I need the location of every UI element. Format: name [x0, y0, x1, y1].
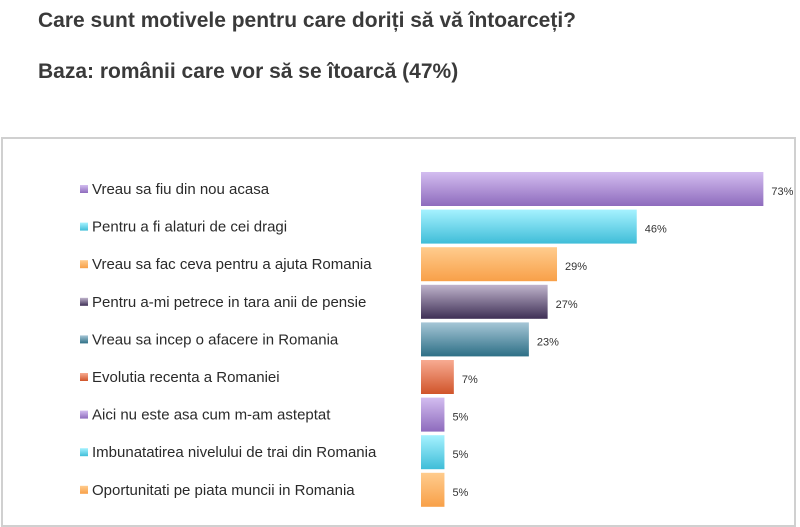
category-label: Pentru a fi alaturi de cei dragi: [92, 219, 287, 236]
category-label: Imbunatatirea nivelului de trai din Roma…: [92, 444, 377, 461]
chart-title: Care sunt motivele pentru care doriți să…: [38, 9, 576, 32]
legend-swatch: [80, 260, 88, 269]
bar: [421, 247, 558, 282]
category-label: Vreau sa fiu din nou acasa: [92, 181, 270, 198]
data-label: 27%: [556, 299, 578, 311]
legend-swatch: [80, 448, 88, 457]
legend-swatch: [80, 297, 88, 306]
data-label: 5%: [452, 449, 468, 461]
bar: [421, 209, 637, 244]
bar: [421, 172, 764, 206]
data-label: 29%: [565, 261, 587, 273]
legend-swatch: [80, 485, 88, 494]
legend-swatch: [80, 410, 88, 419]
bar: [421, 435, 445, 470]
bar: [421, 472, 445, 507]
data-label: 73%: [771, 186, 793, 198]
bar: [421, 322, 529, 357]
category-label: Pentru a-mi petrece in tara anii de pens…: [92, 294, 366, 311]
category-label: Vreau sa incep o afacere in Romania: [92, 331, 339, 348]
data-label: 23%: [537, 336, 559, 348]
chart-subtitle: Baza: românii care vor să se îtoarcă (47…: [38, 60, 459, 83]
data-label: 5%: [452, 487, 468, 499]
legend-swatch: [80, 222, 88, 231]
bar: [421, 360, 454, 394]
bar: [421, 397, 445, 432]
category-label: Aici nu este asa cum m-am asteptat: [92, 407, 331, 424]
data-label: 46%: [645, 224, 667, 236]
data-label: 5%: [452, 412, 468, 424]
category-label: Oportunitati pe piata muncii in Romania: [92, 482, 355, 499]
legend-swatch: [80, 373, 88, 381]
category-label: Vreau sa fac ceva pentru a ajuta Romania: [92, 256, 372, 273]
category-label: Evolutia recenta a Romaniei: [92, 369, 280, 386]
legend-swatch: [80, 335, 88, 344]
data-label: 7%: [462, 374, 478, 386]
bar: [421, 284, 548, 319]
legend-swatch: [80, 185, 88, 193]
